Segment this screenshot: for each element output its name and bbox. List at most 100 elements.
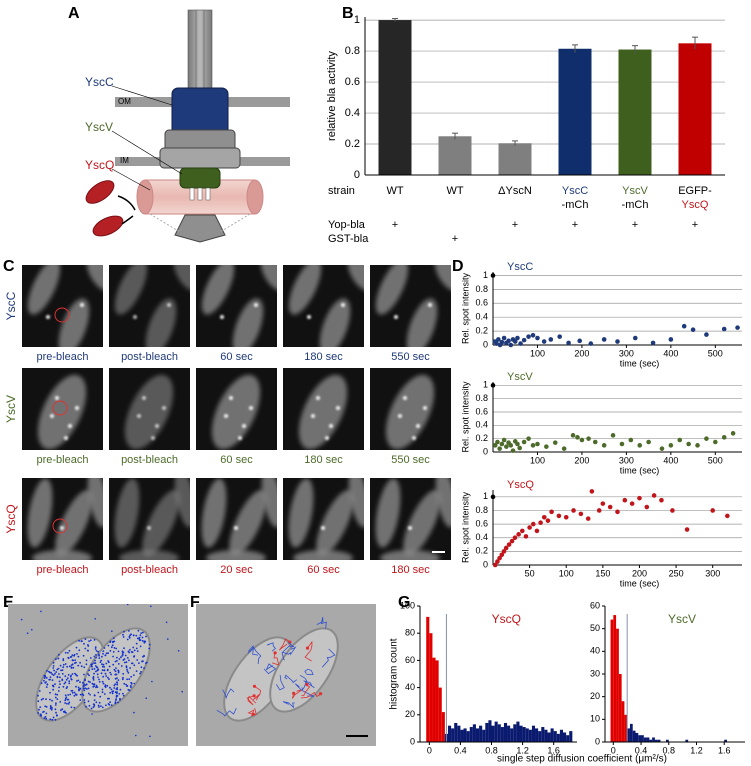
caption: pre-bleach [37, 454, 89, 466]
localization [82, 681, 84, 684]
localization [75, 673, 77, 676]
localization [96, 669, 99, 672]
localization [114, 683, 117, 685]
point [637, 443, 643, 448]
chart-title: YscV [507, 371, 533, 383]
point [721, 326, 727, 332]
track-point [252, 684, 257, 688]
localization [109, 691, 112, 694]
track [316, 617, 327, 629]
localization [80, 640, 83, 643]
localization [102, 682, 105, 685]
bleach-region [54, 307, 70, 323]
x-tick-label: 0 [611, 745, 616, 755]
localization [126, 678, 128, 681]
localization [94, 618, 96, 620]
spot [412, 436, 416, 440]
track [216, 707, 237, 717]
localization [145, 635, 147, 638]
spot [142, 396, 146, 400]
localization [69, 693, 72, 696]
point [526, 334, 531, 339]
localization [111, 644, 114, 647]
point [501, 437, 507, 443]
localization [98, 678, 100, 681]
localization [119, 688, 122, 691]
secretion-diagram [85, 9, 290, 243]
x-tick-label: 50 [525, 568, 535, 578]
spot [46, 315, 50, 319]
track [278, 638, 291, 651]
histogram-bar [429, 633, 433, 742]
localization [101, 706, 104, 709]
histogram-bar [643, 737, 647, 742]
spot [234, 526, 238, 530]
micrograph [22, 265, 103, 347]
localization [126, 604, 129, 606]
localization [74, 662, 76, 664]
histogram-bar [513, 724, 517, 742]
localization [57, 667, 60, 670]
cell [288, 265, 322, 315]
x-tick-label: 1.6 [718, 745, 731, 755]
localization [50, 705, 52, 708]
point [538, 520, 543, 526]
localization [46, 670, 48, 672]
localization [55, 658, 57, 660]
histogram-bar [665, 739, 669, 742]
y-tick-label: 0.4 [345, 107, 360, 119]
x-tick-label: 400 [663, 348, 678, 358]
localization [103, 647, 106, 649]
micrograph [283, 478, 364, 560]
spot [229, 396, 233, 400]
localization [125, 661, 128, 663]
point [668, 443, 674, 448]
y-axis-label: relative bla activity [326, 51, 338, 141]
point [519, 528, 525, 534]
localization [135, 642, 138, 645]
point [527, 525, 532, 530]
localization [93, 662, 95, 664]
localization [78, 688, 81, 691]
localization [129, 648, 131, 651]
localization [116, 660, 118, 662]
caption: pre-bleach [37, 351, 89, 363]
localization [84, 647, 87, 650]
localization [86, 688, 88, 690]
localization [58, 673, 60, 675]
cell [142, 489, 180, 557]
localization [51, 699, 53, 702]
localization [62, 663, 65, 666]
point [504, 444, 509, 449]
localization [62, 658, 65, 660]
localization [133, 655, 135, 658]
y-tick-label: 0.8 [345, 45, 360, 57]
localization [100, 659, 103, 662]
localization [84, 684, 87, 686]
localization [38, 690, 41, 692]
x-tick-label: 250 [669, 568, 684, 578]
localization [75, 685, 77, 688]
localization [61, 669, 64, 671]
localization [94, 648, 97, 650]
track [246, 695, 257, 706]
histogram-bar [451, 728, 455, 742]
histogram-bar [541, 727, 545, 742]
localization [84, 687, 87, 690]
localization [133, 664, 136, 667]
localization [128, 689, 131, 692]
localization [139, 634, 142, 637]
localization [52, 684, 55, 687]
point [646, 439, 651, 445]
localization [128, 630, 130, 632]
point [490, 273, 496, 278]
histogram-bar [531, 725, 536, 742]
localization [95, 686, 97, 689]
localization [54, 683, 56, 685]
localization [65, 678, 68, 681]
localization [64, 681, 67, 684]
localization [73, 694, 76, 697]
cell [375, 478, 401, 548]
point [541, 339, 547, 344]
point [651, 493, 657, 498]
